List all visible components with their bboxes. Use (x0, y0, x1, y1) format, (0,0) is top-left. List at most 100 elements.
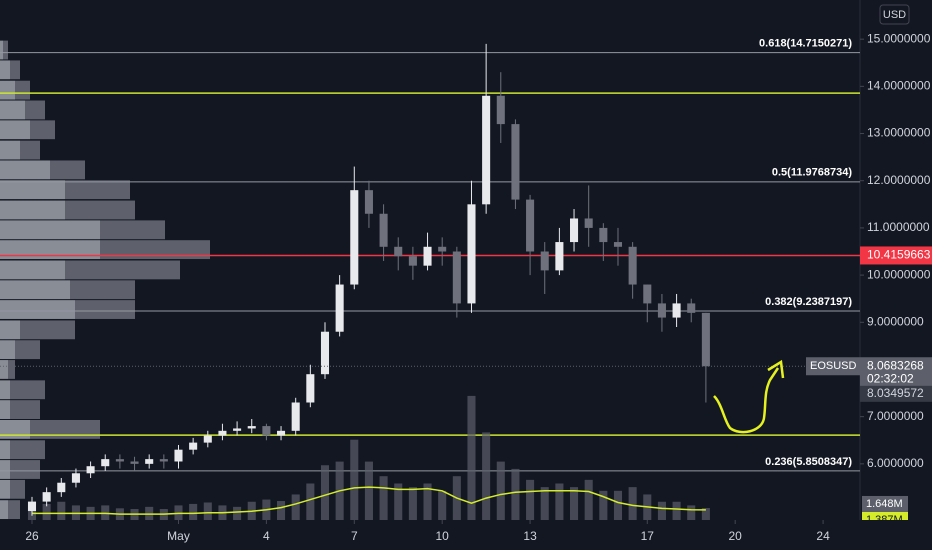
x-tick-label: 17 (641, 529, 655, 543)
fib-label: 0.382(9.2387197) (765, 296, 852, 308)
profile-up (0, 60, 10, 80)
volume-bar (42, 503, 51, 520)
profile-down (3, 40, 8, 60)
candle-body (42, 492, 51, 502)
candle-body (27, 501, 37, 512)
y-tick-label: 6.0000000 (867, 456, 924, 470)
volume-bar (613, 490, 623, 520)
candle-body (189, 442, 198, 450)
candle-body (247, 426, 256, 429)
candle-body (159, 459, 168, 462)
candle-body (408, 256, 417, 266)
volume-bar (526, 479, 535, 520)
profile-up (0, 140, 20, 160)
profile-up (0, 220, 100, 240)
x-tick-label: 4 (263, 529, 270, 543)
candle-body (570, 218, 579, 243)
volume-bar (203, 502, 212, 520)
candle-body (262, 426, 271, 436)
candle-body (452, 251, 461, 304)
candle-body (394, 246, 403, 257)
x-tick-label: 7 (351, 529, 358, 543)
time-axis-bg (0, 520, 932, 550)
profile-down (70, 280, 135, 300)
candle-body (643, 284, 652, 304)
fib-label: 0.618(14.7150271) (759, 38, 852, 50)
profile-up (0, 360, 8, 379)
candle-body (496, 95, 505, 125)
alt-price-label: 8.0349572 (867, 386, 924, 400)
symbol-label: EOSUSD (810, 360, 857, 372)
profile-down (65, 180, 130, 200)
price-line-label: 10.4159663 (867, 248, 931, 262)
profile-up (0, 80, 15, 100)
profile-up (0, 340, 15, 360)
candle-body (71, 473, 80, 483)
profile-up (0, 500, 8, 520)
candle-body (218, 430, 227, 436)
candle-body (613, 242, 623, 247)
candle-body (511, 124, 520, 200)
volume-bar (364, 461, 373, 520)
profile-down (30, 419, 100, 439)
profile-down (10, 400, 40, 419)
profile-down (30, 120, 55, 140)
volume-bar (482, 432, 491, 520)
volume-bar (423, 483, 432, 520)
candle-body (174, 449, 183, 462)
volume-bar (394, 483, 403, 520)
annotation-arrow (713, 367, 780, 434)
profile-up (0, 300, 75, 319)
profile-down (10, 60, 20, 80)
candle-body (233, 428, 242, 431)
profile-down (20, 140, 40, 160)
volume-bar (584, 479, 593, 520)
volume-bar (672, 501, 681, 520)
symbol-tag (806, 357, 860, 376)
candle-body (203, 435, 212, 443)
candle-body (350, 190, 359, 285)
profile-down (10, 380, 45, 400)
volume-bar (701, 507, 710, 520)
candle-body (86, 466, 95, 474)
profile-down (100, 240, 210, 260)
volume-bar (496, 461, 505, 520)
candle-body (101, 459, 110, 467)
profile-up (0, 280, 70, 300)
volume-bar (570, 487, 579, 520)
candle-body (306, 374, 315, 403)
price-line-tag (860, 246, 932, 265)
profile-up (0, 260, 65, 280)
countdown-label: 02:32:02 (867, 371, 914, 385)
volume-bar (306, 483, 315, 520)
candle-body (335, 284, 344, 332)
y-tick-label: 13.0000000 (867, 126, 931, 140)
profile-up (0, 160, 50, 180)
volume-bar (350, 439, 359, 520)
volume-tag-label: 1.648M (866, 498, 903, 510)
profile-down (65, 200, 135, 220)
x-tick-label: 26 (25, 529, 39, 543)
currency[interactable]: USD (883, 9, 906, 21)
candle-body (423, 246, 432, 266)
profile-down (25, 100, 45, 120)
volume-ma (31, 486, 706, 515)
last-price-label: 8.0683268 (867, 358, 924, 372)
profile-down (10, 479, 25, 499)
candle-body (115, 459, 124, 462)
candle-body (672, 303, 681, 318)
x-tick-label: May (167, 529, 190, 543)
currency-box[interactable] (879, 4, 910, 25)
volume-bar (379, 476, 388, 520)
volume-bar (291, 494, 300, 520)
volume-bar (233, 506, 242, 520)
volume-bar (408, 487, 417, 520)
profile-up (0, 200, 65, 220)
volume-bar (438, 490, 447, 520)
fib-label: 0.236(5.8508347) (765, 456, 852, 468)
annotation-arrow-head (767, 359, 785, 379)
profile-up (0, 320, 20, 340)
candle-body (701, 312, 710, 367)
volume-bar (511, 468, 520, 520)
